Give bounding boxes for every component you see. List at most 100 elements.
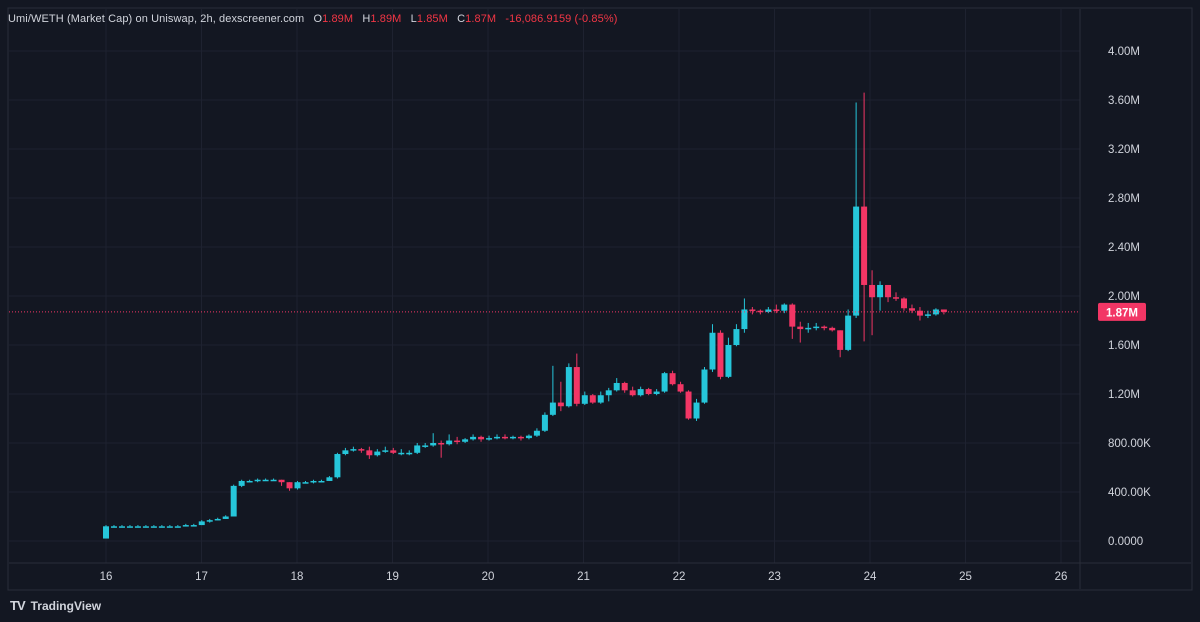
candle-body [797, 326, 804, 330]
candle-body [557, 402, 564, 407]
candle-body [462, 439, 469, 442]
x-tick-label: 18 [291, 571, 304, 583]
x-tick-label: 23 [768, 571, 781, 583]
candle-body [110, 526, 117, 528]
high-value: 1.89M [370, 13, 402, 25]
candle-body [717, 332, 724, 377]
candle-body [908, 308, 915, 311]
x-tick-label: 19 [386, 571, 399, 583]
candle-body [869, 284, 876, 298]
candle-body [629, 390, 636, 396]
candle-body [182, 525, 189, 527]
candle-body [789, 304, 796, 327]
candle-body [565, 367, 572, 407]
candle-body [517, 436, 524, 439]
candle-body [845, 315, 852, 350]
candle-body [238, 480, 245, 486]
candle-body [549, 402, 556, 415]
candle-body [318, 480, 325, 483]
candle-body [645, 389, 652, 394]
candle-body [805, 327, 812, 330]
candle-body [366, 450, 373, 456]
candle-body [350, 449, 357, 451]
candle-body [270, 479, 277, 482]
last-price-badge [1098, 302, 1146, 321]
y-tick-label: 3.60M [1108, 95, 1140, 107]
y-tick-label: 4.00M [1108, 46, 1140, 58]
candle-body [733, 329, 740, 345]
candle-body [358, 449, 365, 451]
candle-body [661, 373, 668, 392]
candle-body [374, 451, 381, 456]
candle-body [478, 436, 485, 440]
candle-body [214, 518, 221, 521]
x-tick-label: 24 [864, 571, 877, 583]
low-label: L [410, 13, 417, 25]
candle-body [103, 526, 109, 539]
candle-body [254, 479, 261, 482]
candle-body [454, 440, 461, 443]
candle-body [821, 326, 828, 329]
candle-body [246, 480, 253, 483]
candle-body [916, 310, 923, 316]
tradingview-logo-icon: TV [10, 598, 26, 613]
candle-body [382, 450, 389, 452]
x-tick-label: 16 [100, 571, 113, 583]
candle-body [709, 332, 716, 370]
candle-body [278, 479, 285, 483]
candle-body [134, 526, 141, 528]
candle-body [342, 450, 349, 455]
candle-body [406, 452, 413, 455]
candle-body [422, 445, 429, 447]
tradingview-brand[interactable]: TV TradingView [10, 598, 101, 613]
candle-body [158, 526, 165, 528]
y-tick-label: 400.00K [1108, 487, 1151, 499]
candle-body [294, 482, 301, 489]
candle-body [725, 345, 732, 377]
y-tick-label: 0.0000 [1108, 536, 1143, 548]
candle-body [901, 298, 907, 309]
candle-body [509, 436, 516, 439]
y-tick-label: 2.40M [1108, 242, 1140, 254]
candle-body [206, 520, 213, 522]
candle-body [885, 284, 892, 298]
candle-body [390, 450, 397, 453]
candle-body [438, 443, 445, 445]
chart-border [7, 7, 1193, 591]
candle-body [230, 485, 237, 517]
candle-body [494, 436, 501, 439]
candle-body [605, 390, 612, 396]
candle-body [533, 430, 540, 436]
candle-body [302, 482, 309, 484]
candle-body [142, 526, 149, 528]
x-tick-label: 17 [195, 571, 208, 583]
candle-body [581, 395, 588, 404]
candle-body [398, 452, 405, 455]
candle-body [877, 284, 884, 298]
x-tick-label: 22 [673, 571, 686, 583]
high-label: H [362, 13, 371, 25]
candle-body [174, 526, 181, 528]
candle-body [286, 482, 293, 489]
candle-body [589, 395, 596, 403]
candle-body [621, 382, 628, 391]
candle-body [637, 389, 644, 396]
close-value: 1.87M [465, 13, 497, 25]
candle-body [829, 327, 836, 331]
x-tick-label: 25 [959, 571, 972, 583]
last-price-label: 1.87M [1106, 307, 1138, 319]
candle-body [781, 304, 788, 311]
x-tick-label: 20 [482, 571, 495, 583]
candle-body [685, 391, 692, 419]
ohlc-legend: Umi/WETH (Market Cap) on Uniswap, 2h, de… [8, 13, 624, 25]
candle-body [749, 309, 756, 311]
candle-body [924, 314, 931, 316]
candle-body [222, 516, 229, 519]
candle-body [597, 395, 604, 403]
candle-body [861, 206, 868, 285]
candle-body [837, 330, 844, 350]
change-value: -16,086.9159 (-0.85%) [505, 13, 618, 25]
candle-body [430, 443, 437, 446]
